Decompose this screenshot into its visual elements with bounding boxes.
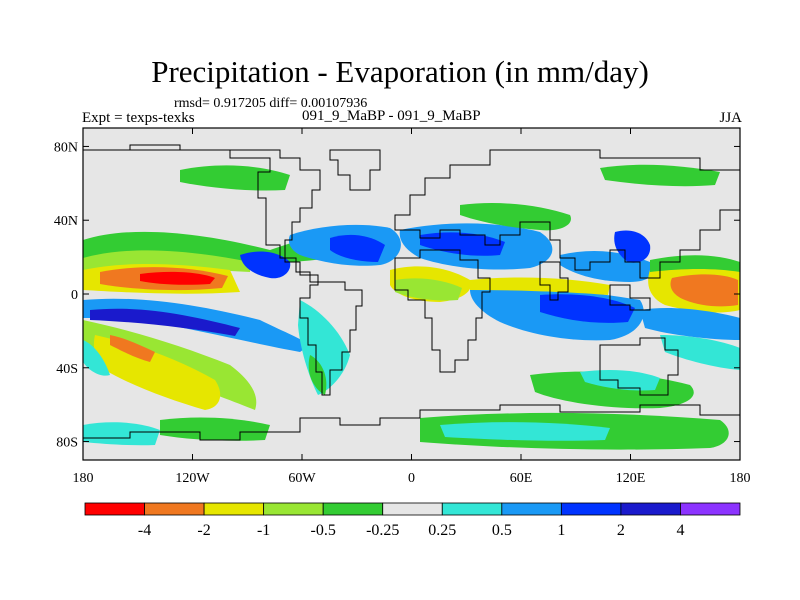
field-patch-antarctic-west-cyan <box>83 422 160 446</box>
field-patch-pacific-orange <box>670 274 738 307</box>
colorbar-label: 4 <box>676 522 684 539</box>
colorbar-label: 0.5 <box>492 522 512 539</box>
field-band-sh-orange <box>110 335 155 362</box>
field-patch-americas-blue <box>240 251 291 279</box>
field-patch-pacific-blue <box>640 307 740 340</box>
field-band-sh-yellow <box>93 335 221 410</box>
x-tick-label: 180 <box>73 471 94 486</box>
y-tick-label: 0 <box>71 288 78 303</box>
x-tick-label: 120E <box>616 471 646 486</box>
colorbar-label: -2 <box>197 522 210 539</box>
axis-ticks: 180 120W 60W 0 60E 120E 180 80N 40N 0 40S 80S <box>54 128 751 486</box>
colorbar-swatch <box>203 502 265 516</box>
colorbar-label: -0.5 <box>311 522 336 539</box>
chart-title: Precipitation - Evaporation (in mm/day) <box>151 54 649 89</box>
x-tick-label: 0 <box>408 471 415 486</box>
y-tick-label: 40S <box>56 362 78 377</box>
field-patch-indian-darkblue <box>540 294 635 323</box>
field-patch-antarctic-cyan <box>440 422 610 441</box>
colorbar-swatch <box>620 502 681 516</box>
colorbar-label: 1 <box>557 522 565 539</box>
field-patch-pacific-green <box>650 255 740 272</box>
season-label: JJA <box>719 110 742 126</box>
y-tick-label: 40N <box>54 214 78 229</box>
field-patch-eurasia-green <box>460 203 571 231</box>
coast-north-america <box>83 144 321 283</box>
stats-subtitle: rmsd= 0.917205 diff= 0.00107936 <box>174 96 368 111</box>
colorbar-swatch <box>144 502 205 516</box>
colorbar-swatch <box>560 502 622 516</box>
colorbar-swatch <box>680 502 741 516</box>
field-patch-atlantic-darkblue <box>330 234 385 262</box>
field-patch-cyan-southpac <box>83 340 110 376</box>
field-patch-antarctic-west-green <box>160 417 270 441</box>
x-tick-label: 120W <box>175 471 210 486</box>
coast-africa <box>394 249 491 373</box>
colorbar-swatch <box>84 502 145 516</box>
coast-india <box>539 261 569 301</box>
y-tick-label: 80N <box>54 140 78 155</box>
colorbar-swatch <box>263 502 324 516</box>
colorbar-swatch <box>501 502 562 516</box>
colorbar-swatch <box>382 502 443 516</box>
colorbar-swatch <box>441 502 503 516</box>
colorbar-label: 2 <box>617 522 625 539</box>
field-patch-africa-green <box>395 278 462 301</box>
field-patch-arctic-cyan <box>600 164 720 187</box>
colorbar-label: -4 <box>138 522 151 539</box>
x-tick-label: 180 <box>730 471 751 486</box>
coast-antarctica <box>83 404 740 441</box>
y-tick-label: 80S <box>56 436 78 451</box>
x-tick-label: 60W <box>288 471 316 486</box>
colorbar-label: 0.25 <box>428 522 456 539</box>
colorbar-swatch <box>322 502 384 516</box>
coast-australia <box>599 337 679 396</box>
coast-eurasia <box>394 149 740 279</box>
coast-south-america <box>299 281 363 396</box>
field-patch-asia-darkblue <box>614 230 651 263</box>
field-patch-indian-yellow <box>470 277 610 295</box>
field-patch-pacific-cyan <box>660 335 740 370</box>
coast-maritime <box>609 284 651 311</box>
coast-greenland <box>329 149 381 191</box>
field-band-red <box>140 271 215 285</box>
coastlines <box>83 144 740 441</box>
colorbar-label: -0.25 <box>366 522 399 539</box>
colorbar-label: -1 <box>257 522 270 539</box>
experiment-label: Expt = texps-texks <box>82 110 195 126</box>
field-band-sh-darkblue <box>90 308 240 336</box>
case-label: 091_9_MaBP - 091_9_MaBP <box>302 108 481 124</box>
colorbar: -4 -2 -1 -0.5 -0.25 0.25 0.5 1 2 4 <box>84 502 741 539</box>
x-tick-label: 60E <box>510 471 533 486</box>
